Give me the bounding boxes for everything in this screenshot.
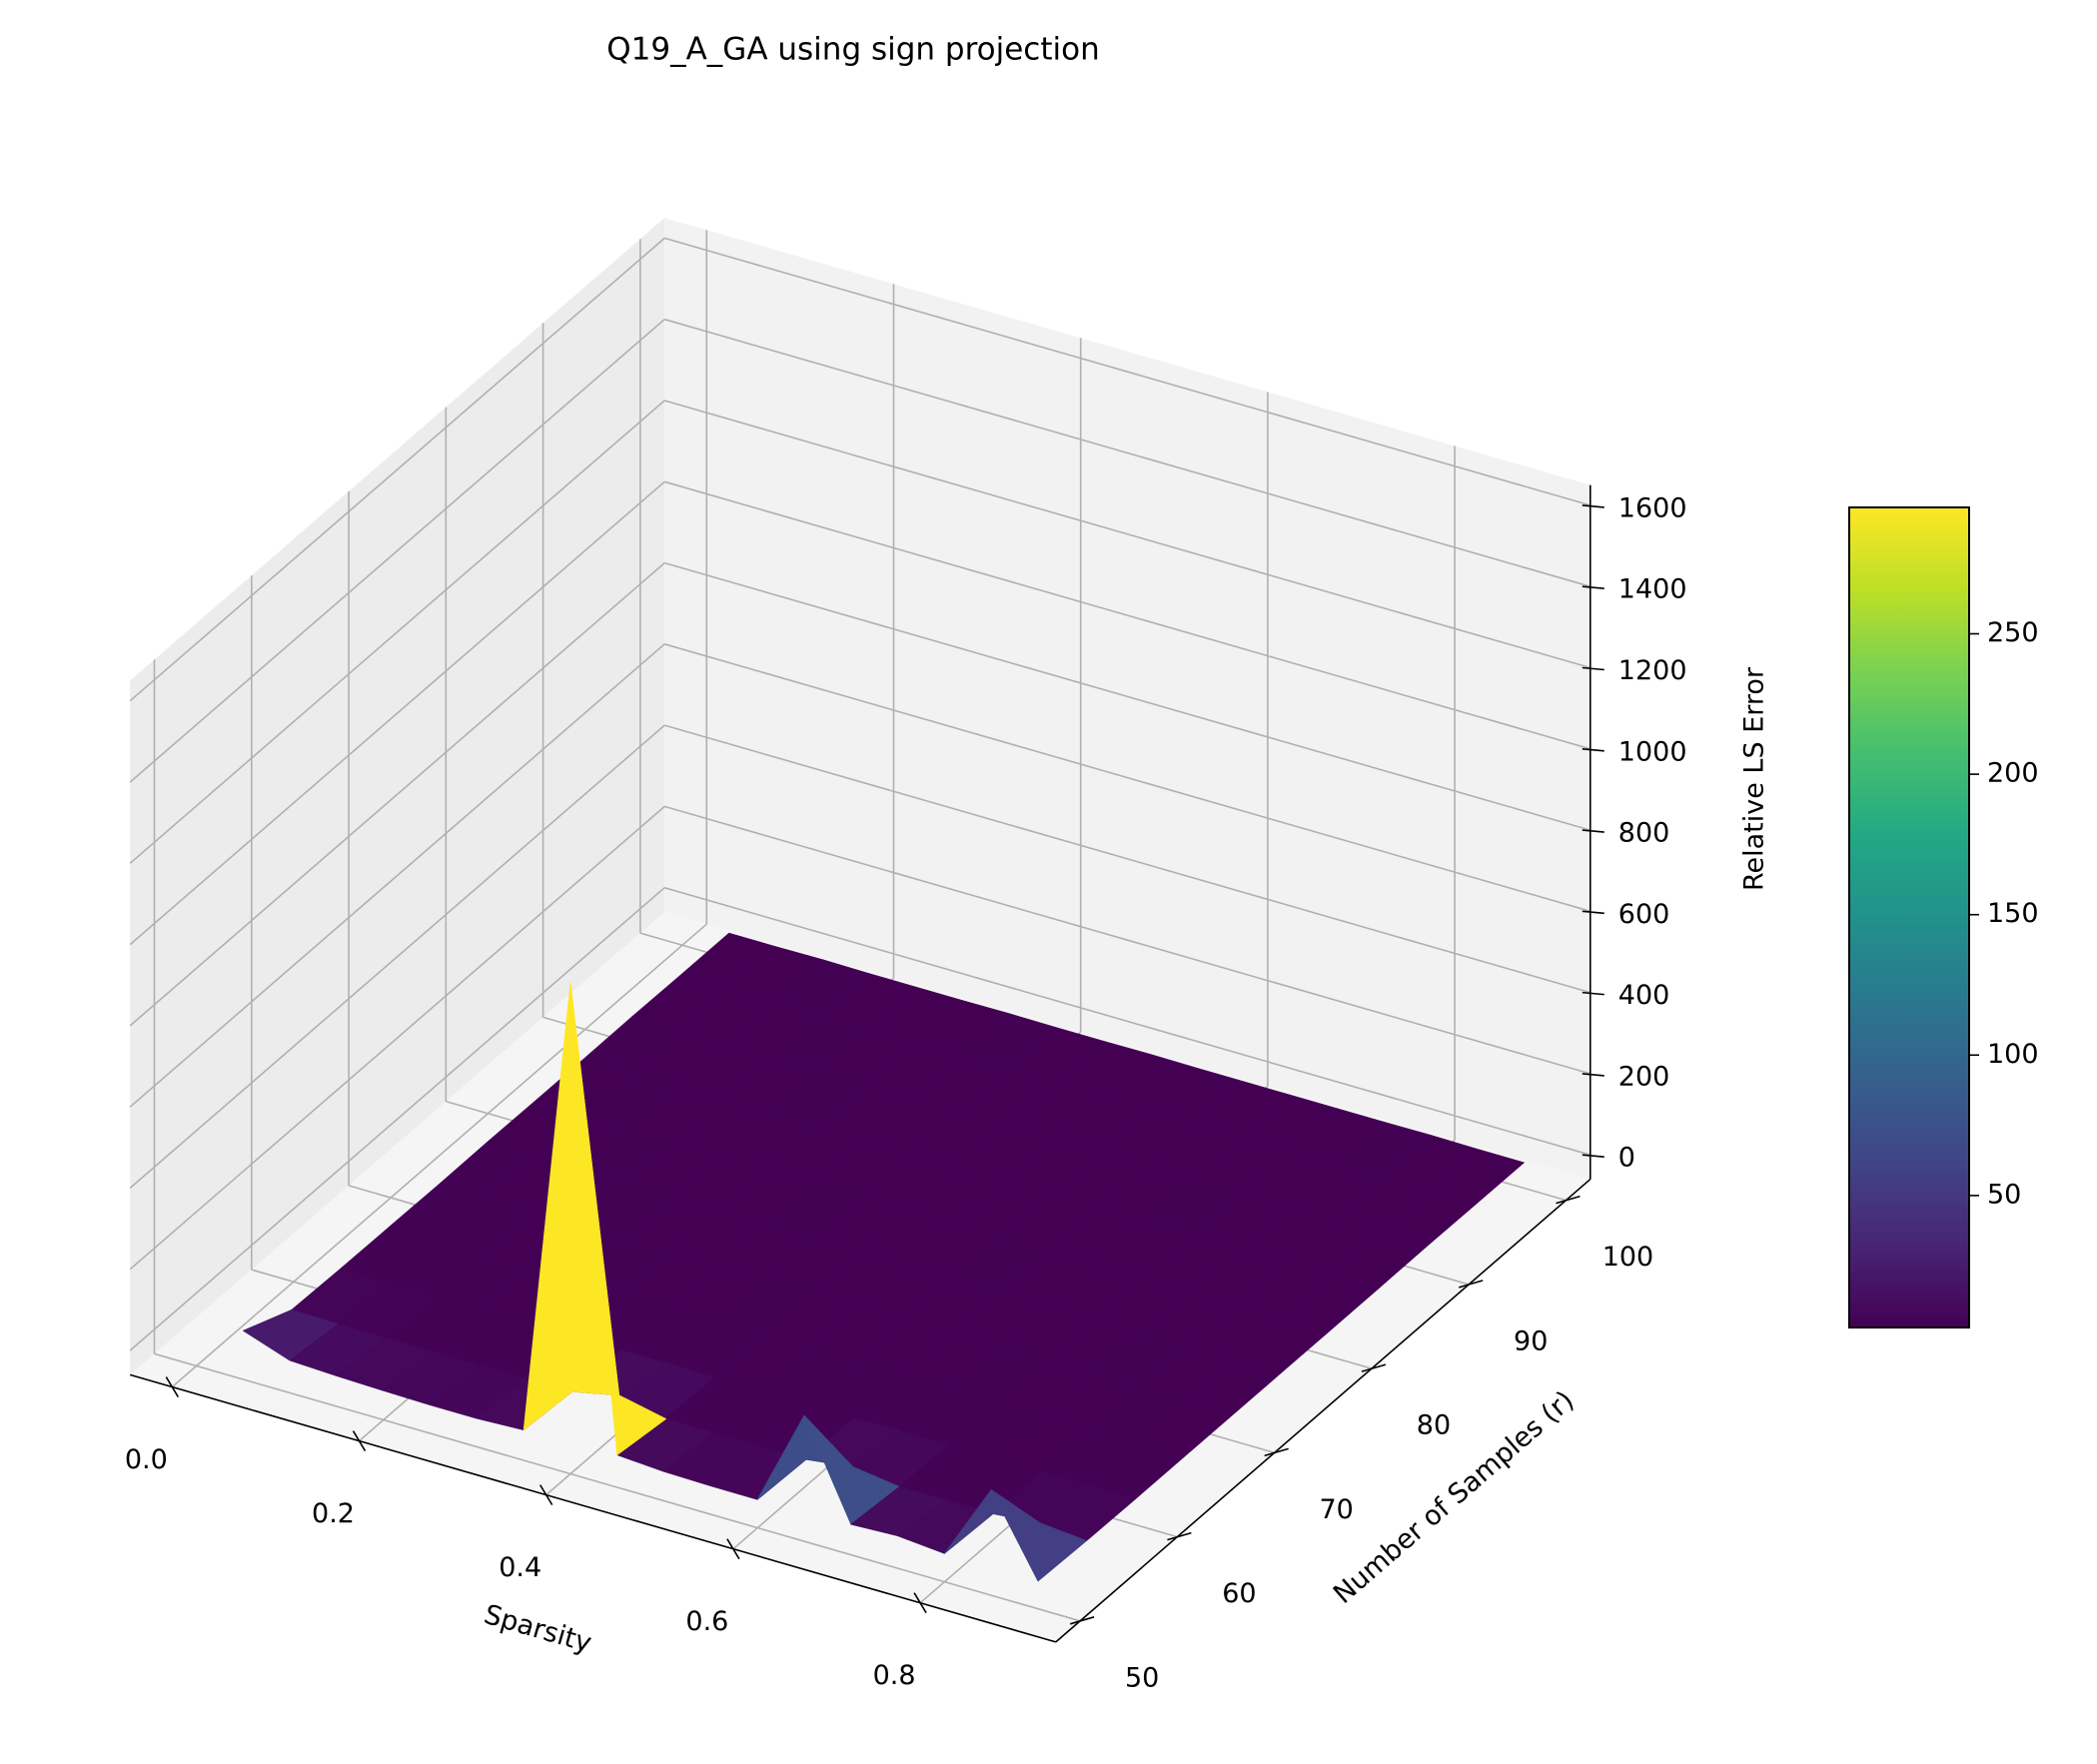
x-axis-line [129,1373,1057,1643]
grid-line [154,1352,1081,1622]
pane-left [130,218,665,1375]
z-tick-label: 800 [1618,818,1670,849]
colorbar-fill [1848,506,1970,1328]
x-tick-label: 0.6 [685,1606,728,1637]
z-tick-label: 200 [1618,1061,1670,1092]
surface-face [569,982,666,1455]
colorbar-tick-label: 250 [1987,617,2039,648]
z-tick [1581,991,1604,996]
y-tick-label: 50 [1125,1662,1159,1693]
z-tick [1581,1154,1604,1158]
z-tick-label: 600 [1618,899,1670,930]
grid-line [129,724,665,1190]
grid-line [663,724,1591,994]
axes: 0.00.20.40.60.8 5060708090100020040060080… [125,484,1687,1693]
grid-line [129,561,665,1027]
x-axis-label: Sparsity [481,1599,594,1659]
x-tick-label: 0.4 [499,1552,541,1583]
y-tick [1361,1363,1387,1372]
colorbar-tick-label: 50 [1987,1179,2021,1210]
z-tick [1581,504,1604,508]
y-tick [1069,1616,1095,1625]
z-tick-label: 1000 [1618,736,1687,767]
grid-line [663,480,1591,750]
colorbar-tick-label: 100 [1987,1039,2039,1070]
y-tick-label: 70 [1319,1494,1353,1525]
y-tick [1458,1280,1484,1289]
surface [242,932,1525,1582]
y-tick [1556,1195,1580,1205]
grid-line [129,805,665,1271]
z-tick [1581,1073,1604,1077]
z-tick-label: 1600 [1618,492,1687,523]
z-tick [1581,585,1604,590]
z-tick-label: 1400 [1618,574,1687,605]
x-tick-label: 0.0 [125,1444,168,1475]
z-tick [1581,829,1604,833]
y-tick [1167,1531,1192,1541]
grid-line [663,643,1591,913]
colorbar-tick-label: 200 [1987,758,2039,789]
z-axis-label: Relative LS Error [1739,666,1770,891]
z-tick-label: 0 [1618,1143,1635,1174]
grid-line [129,319,665,783]
grid-line [663,561,1591,831]
grid-line [663,318,1591,587]
grid-line [129,480,665,946]
z-tick-label: 1200 [1618,655,1687,686]
chart-title: Q19_A_GA using sign projection [606,32,1100,68]
z-tick [1581,666,1604,671]
grid-line [129,887,665,1351]
colorbar: 50 100 150 200 250 [1848,506,2039,1328]
grid-line [663,400,1591,669]
x-tick-label: 0.2 [312,1498,355,1529]
z-tick-label: 400 [1618,980,1670,1011]
grid-line [663,237,1591,506]
grid-line [663,805,1591,1075]
z-tick [1581,747,1604,752]
grid-line [171,923,707,1388]
y-tick [1264,1447,1289,1457]
y-tick-label: 80 [1417,1410,1451,1441]
grid-line [129,237,665,702]
pane-back [664,218,1590,1180]
grid-line [663,886,1591,1156]
z-tick [1581,910,1604,915]
colorbar-tick-label: 150 [1987,898,2039,929]
y-tick-label: 100 [1602,1242,1654,1273]
y-tick-label: 60 [1222,1578,1256,1609]
x-tick-label: 0.8 [873,1660,916,1691]
grid-line [129,643,665,1108]
y-tick-label: 90 [1514,1325,1548,1356]
y-axis-label: Number of Samples (r) [1328,1385,1580,1610]
y-axis-line [1055,1178,1591,1643]
grid-line [129,400,665,864]
surface-face [990,1489,1087,1582]
